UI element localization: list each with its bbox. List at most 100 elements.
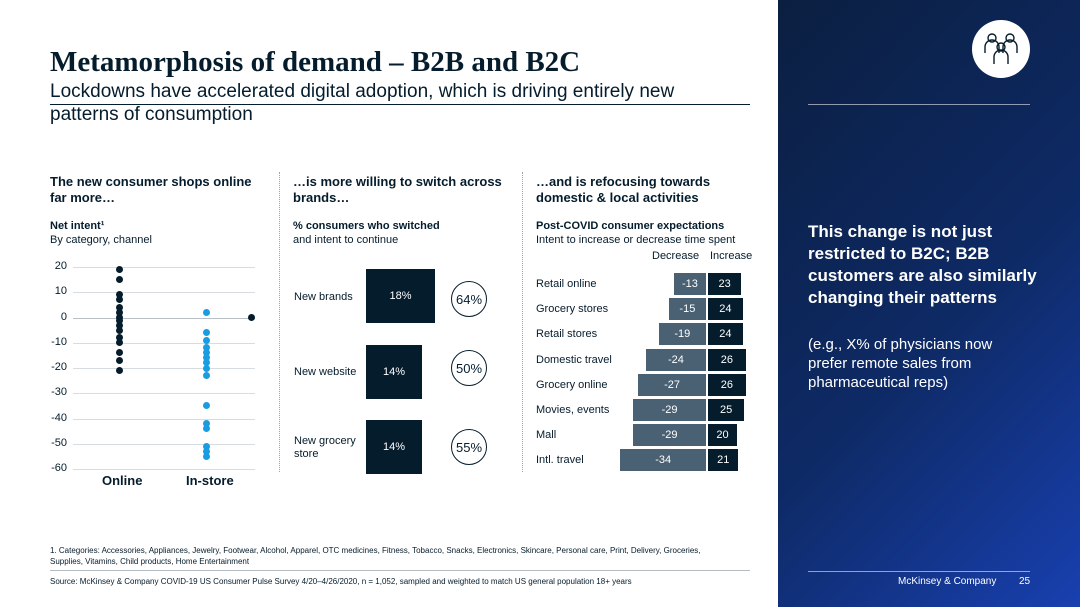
- chart-title: Post-COVID consumer expectations: [536, 220, 725, 232]
- switched-bar: 18%: [366, 269, 435, 323]
- data-point: [202, 452, 210, 460]
- grid-line: [73, 267, 255, 268]
- data-point: [202, 329, 210, 337]
- y-tick-label: -10: [51, 335, 67, 348]
- chart-title-expectations: Post-COVID consumer expectations Intent …: [536, 219, 766, 247]
- source-note: Source: McKinsey & Company COVID-19 US C…: [50, 577, 632, 586]
- y-tick-label: 0: [60, 310, 67, 323]
- callout-panel: [778, 0, 1080, 607]
- increase-bar: 21: [708, 449, 739, 472]
- chart-subtitle: Intent to increase or decrease time spen…: [536, 234, 736, 246]
- increase-bar: 20: [708, 424, 737, 447]
- data-point: [115, 367, 123, 375]
- switch-row-label: New brands: [294, 291, 353, 303]
- data-point: [115, 334, 123, 342]
- category-online: Online: [102, 473, 143, 488]
- data-point: [115, 276, 123, 284]
- switch-row-label: New website: [294, 366, 357, 378]
- grid-line: [73, 292, 255, 293]
- data-point: [115, 321, 123, 329]
- grid-line: [73, 469, 255, 470]
- expectation-row-label: Retail stores: [536, 328, 598, 341]
- data-point: [202, 308, 210, 316]
- grid-line: [73, 318, 255, 319]
- y-tick-label: -50: [51, 436, 67, 449]
- chart-subtitle: By category, channel: [50, 234, 152, 246]
- data-point: [115, 339, 123, 347]
- data-point: [115, 356, 123, 364]
- category-in-store: In-store: [186, 473, 234, 488]
- decrease-bar: -19: [658, 323, 706, 346]
- data-point: [202, 442, 210, 450]
- decrease-bar: -15: [668, 298, 706, 321]
- data-point: [247, 314, 255, 321]
- data-point: [202, 364, 210, 372]
- expectation-row-label: Mall: [536, 429, 557, 442]
- decrease-bar: -29: [633, 424, 706, 447]
- expectation-row-label: Domestic travel: [536, 353, 612, 366]
- data-point: [202, 336, 210, 344]
- increase-bar: 24: [708, 298, 743, 321]
- expectation-row-label: Intl. travel: [536, 454, 584, 467]
- increase-bar: 23: [708, 273, 742, 295]
- column-divider: [522, 172, 524, 472]
- decrease-bar: -24: [645, 348, 706, 371]
- expectation-row-label: Grocery stores: [536, 303, 609, 316]
- legend-increase: Increase: [710, 250, 753, 262]
- data-point: [115, 308, 123, 316]
- data-point: [202, 349, 210, 357]
- data-point: [202, 425, 210, 433]
- grid-line: [73, 444, 255, 445]
- y-tick-label: 10: [54, 285, 67, 298]
- data-point: [202, 372, 210, 380]
- grid-line: [73, 419, 255, 420]
- footnote-divider: [50, 570, 750, 571]
- decrease-bar: -27: [638, 373, 706, 396]
- increase-bar: 26: [708, 348, 746, 371]
- panel-footer-divider: [808, 571, 1030, 572]
- people-group-icon: [972, 20, 1030, 78]
- column-heading-switch: …is more willing to switch across brands…: [293, 174, 502, 205]
- y-tick-label: -60: [51, 462, 67, 474]
- y-tick-label: -20: [51, 361, 67, 373]
- title-divider: [50, 104, 750, 105]
- y-tick-label: -30: [51, 386, 67, 399]
- data-point: [202, 344, 210, 352]
- switched-bar: 14%: [366, 345, 422, 399]
- page-subtitle: Lockdowns have accelerated digital adopt…: [50, 81, 675, 125]
- data-point: [202, 420, 210, 428]
- data-point: [115, 303, 123, 311]
- decrease-bar: -29: [633, 399, 706, 421]
- y-tick-label: -40: [51, 411, 67, 424]
- footnote: 1. Categories: Accessories, Appliances, …: [50, 546, 701, 566]
- brand-name: McKinsey & Company: [898, 576, 997, 587]
- expectation-row-label: Movies, events: [536, 404, 610, 416]
- data-point: [202, 359, 210, 367]
- expectation-row-label: Grocery online: [536, 378, 608, 391]
- data-point: [115, 326, 123, 334]
- data-point: [202, 402, 210, 410]
- chart-title-switched: % consumers who switched and intent to c…: [293, 219, 523, 247]
- increase-bar: 26: [708, 373, 746, 396]
- column-heading-domestic: …and is refocusing towards domestic & lo…: [536, 174, 711, 205]
- continue-circle: 64%: [451, 281, 487, 317]
- panel-divider: [808, 104, 1030, 105]
- chart-title: Net intent¹: [50, 220, 105, 232]
- chart-title: % consumers who switched: [293, 220, 440, 232]
- data-point: [115, 296, 123, 304]
- expectation-row-label: Retail online: [536, 278, 597, 290]
- legend-decrease: Decrease: [652, 250, 700, 262]
- data-point: [202, 354, 210, 362]
- column-heading-online: The new consumer shops online far more…: [50, 174, 252, 205]
- data-point: [115, 316, 123, 324]
- panel-body: (e.g., X% of physicians now prefer remot…: [808, 336, 993, 391]
- panel-headline: This change is not just restricted to B2…: [808, 222, 1037, 307]
- increase-bar: 25: [708, 399, 745, 421]
- page-title: Metamorphosis of demand – B2B and B2C: [50, 46, 581, 78]
- page-number: 25: [1019, 576, 1031, 587]
- y-tick-label: 20: [54, 260, 67, 272]
- continue-circle: 50%: [451, 350, 487, 386]
- column-divider: [279, 172, 281, 472]
- grid-line: [73, 343, 255, 344]
- continue-circle: 55%: [451, 429, 487, 465]
